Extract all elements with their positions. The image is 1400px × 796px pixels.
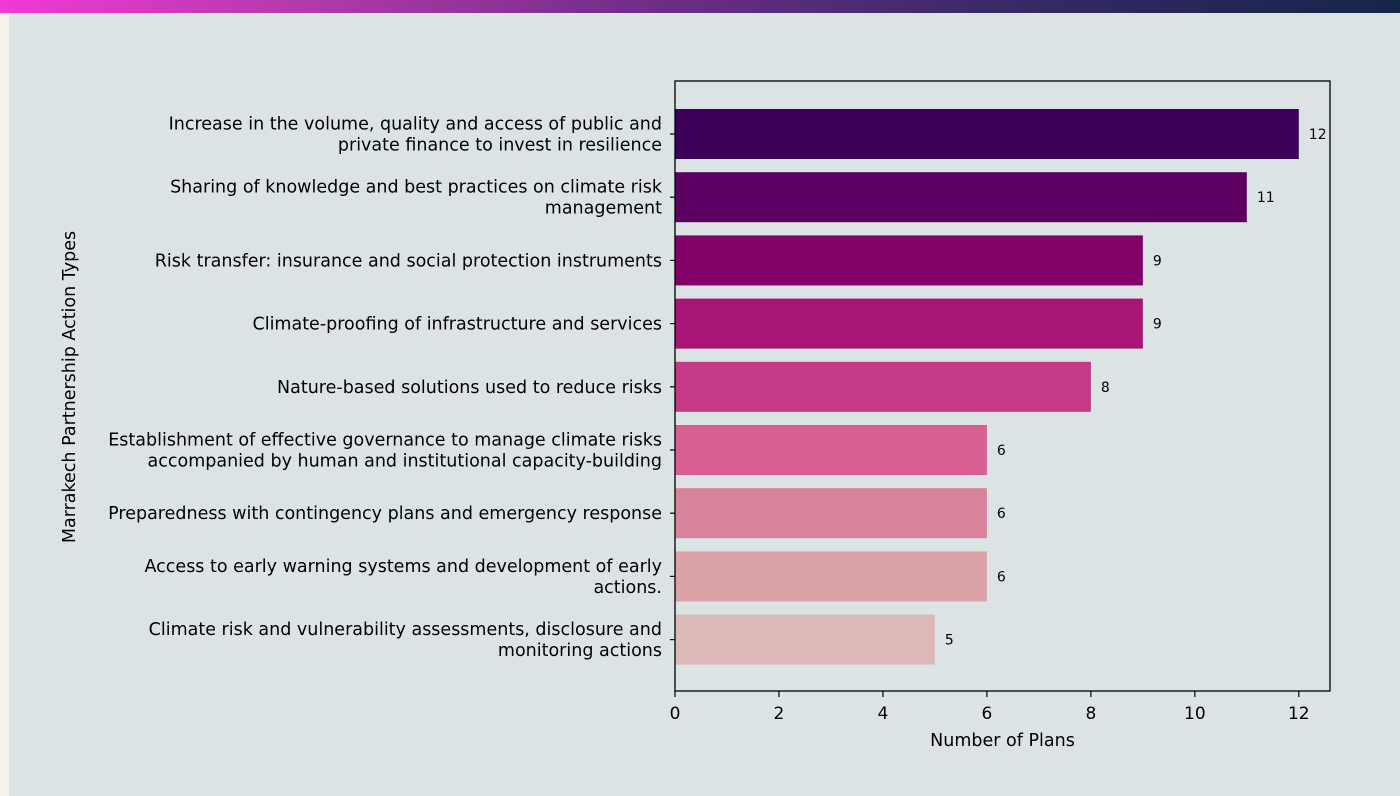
x-axis-title: Number of Plans xyxy=(930,731,1075,751)
x-tick-label: 8 xyxy=(1085,704,1096,724)
category-label: Access to early warning systems and deve… xyxy=(145,557,662,598)
category-label: Sharing of knowledge and best practices … xyxy=(170,178,663,219)
category-label: Increase in the volume, quality and acce… xyxy=(169,115,662,156)
x-tick-label: 4 xyxy=(878,704,889,724)
value-label: 11 xyxy=(1257,190,1275,206)
plot-frame xyxy=(674,80,1331,692)
x-tick-label: 0 xyxy=(670,704,681,724)
bar xyxy=(675,551,987,602)
value-label: 6 xyxy=(997,506,1006,522)
category-label: Climate-proofing of infrastructure and s… xyxy=(252,315,662,335)
x-tick-label: 2 xyxy=(774,704,785,724)
bar xyxy=(675,109,1299,159)
value-label: 8 xyxy=(1101,380,1110,396)
bar xyxy=(675,172,1247,223)
value-label: 9 xyxy=(1153,317,1162,333)
x-tick-label: 10 xyxy=(1184,704,1206,724)
y-axis-title: Marrakech Partnership Action Types xyxy=(60,231,80,543)
value-label: 12 xyxy=(1309,127,1327,143)
category-label: Climate risk and vulnerability assessmen… xyxy=(149,620,662,661)
bar xyxy=(675,614,935,665)
category-label: Risk transfer: insurance and social prot… xyxy=(155,251,662,271)
bar xyxy=(675,298,1143,349)
bar xyxy=(675,361,1091,412)
x-tick-label: 6 xyxy=(981,704,992,724)
top-gradient-bar xyxy=(0,0,1400,13)
value-label: 6 xyxy=(997,569,1006,585)
value-label: 6 xyxy=(997,443,1006,459)
bar xyxy=(675,235,1143,286)
category-label: Preparedness with contingency plans and … xyxy=(108,504,662,524)
bar xyxy=(675,488,987,539)
value-label: 5 xyxy=(945,633,954,649)
category-label: Nature-based solutions used to reduce ri… xyxy=(277,378,662,398)
x-tick-label: 12 xyxy=(1288,704,1310,724)
category-label: Establishment of effective governance to… xyxy=(108,431,662,472)
bar xyxy=(675,425,987,475)
value-label: 9 xyxy=(1153,253,1162,269)
